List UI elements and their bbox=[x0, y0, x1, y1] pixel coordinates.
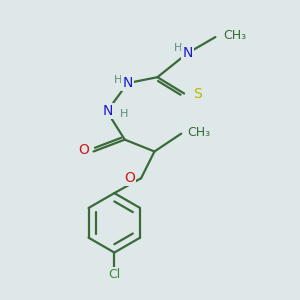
Text: N: N bbox=[122, 76, 133, 90]
Text: S: S bbox=[193, 86, 202, 100]
Text: O: O bbox=[78, 143, 89, 157]
Text: O: O bbox=[124, 171, 135, 184]
Text: CH₃: CH₃ bbox=[188, 126, 211, 139]
Text: H: H bbox=[113, 75, 122, 85]
Text: H: H bbox=[173, 43, 182, 53]
Text: Cl: Cl bbox=[108, 268, 121, 281]
Text: N: N bbox=[102, 104, 113, 118]
Text: CH₃: CH₃ bbox=[223, 29, 246, 42]
Text: N: N bbox=[183, 46, 193, 60]
Text: H: H bbox=[119, 109, 128, 119]
